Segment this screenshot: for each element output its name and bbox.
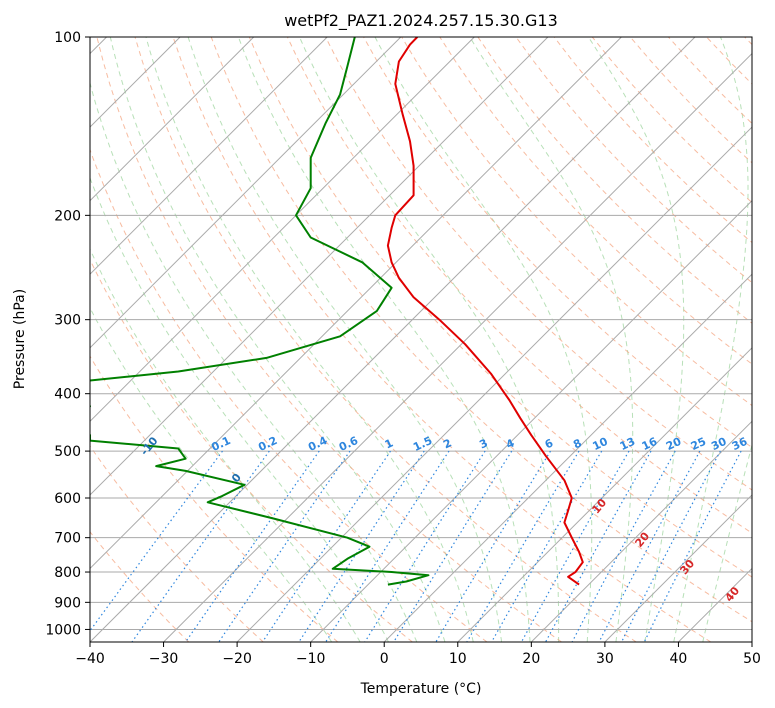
dry-adiabat-line <box>134 37 637 642</box>
x-tick-label: 20 <box>522 651 540 667</box>
dry-adiabat-line <box>90 355 339 642</box>
y-tick-label: 200 <box>54 208 81 224</box>
mixing-ratio-line <box>545 450 652 642</box>
isotherm-line <box>90 37 696 642</box>
mixing-ratio-line <box>298 450 425 642</box>
isotherm-line <box>310 199 752 642</box>
x-tick-label: 10 <box>449 651 467 667</box>
moist-adiabat-line <box>299 37 560 642</box>
mixing-ratio-line <box>571 450 676 642</box>
profile-series <box>90 37 584 586</box>
x-axis: −40 −30 −20 −10 0 10 20 30 40 50 <box>75 642 761 667</box>
x-tick-label: 40 <box>670 651 688 667</box>
isotherm-line <box>90 37 328 275</box>
mixing-ratio-label: 30 <box>709 435 729 453</box>
isotherm-line <box>90 37 475 423</box>
moist-adiabat-line <box>587 37 685 642</box>
mixing-ratio-line <box>325 450 450 642</box>
moist-adiabat-line <box>90 81 418 642</box>
dry-adiabat-label: -20 <box>56 401 79 425</box>
y-tick-label: 100 <box>54 30 81 46</box>
moist-adiabat-line <box>90 176 389 642</box>
dewpoint-profile-line <box>90 37 430 586</box>
x-tick-label: 30 <box>596 651 614 667</box>
isotherm-line <box>90 37 402 349</box>
y-axis-label: Pressure (hPa) <box>12 289 28 389</box>
isobar-grid <box>90 37 752 630</box>
mixing-ratio-line <box>598 450 701 642</box>
mixing-ratio-line <box>466 450 580 642</box>
mixing-ratio-line <box>90 450 223 632</box>
mixing-ratio-label: 10 <box>591 435 611 453</box>
skewed-isotherms <box>90 37 752 642</box>
mixing-ratio-label: 36 <box>730 435 750 453</box>
mixing-ratio-line <box>261 450 391 642</box>
dry-adiabat-line <box>90 445 264 642</box>
dry-adiabat-line <box>439 37 752 365</box>
dry-adiabat-line <box>515 37 752 284</box>
x-tick-label: 0 <box>380 651 389 667</box>
y-tick-label: 900 <box>54 595 81 611</box>
moist-adiabat-line <box>145 37 474 642</box>
mixing-ratio-label: 20 <box>664 435 684 453</box>
y-tick-label: 300 <box>54 313 81 329</box>
y-axis: 100 200 300 400 500 600 700 800 900 1000 <box>45 30 90 638</box>
isotherm-line <box>90 37 549 496</box>
moist-adiabat-line <box>374 37 593 642</box>
mixing-ratio-line <box>491 450 603 642</box>
y-tick-label: 500 <box>54 444 81 460</box>
mixing-ratio-lines <box>90 450 742 642</box>
isotherm-line <box>163 52 752 642</box>
x-tick-label: 50 <box>743 651 761 667</box>
x-tick-label: −40 <box>75 651 105 667</box>
moist-adiabat-line <box>109 37 446 642</box>
x-axis-label: Temperature (°C) <box>360 681 482 697</box>
mixing-ratio-line <box>520 450 630 642</box>
temperature-profile-line <box>386 37 584 586</box>
mixing-ratio-line <box>621 450 721 642</box>
dry-adiabat-line <box>210 37 752 623</box>
mixing-ratio-label: 25 <box>689 435 708 453</box>
isotherm-line <box>457 347 752 642</box>
plot-frame <box>89 36 753 643</box>
y-tick-label: 600 <box>54 491 81 507</box>
y-tick-label: 800 <box>54 565 81 581</box>
dry-adiabat-line <box>90 148 488 642</box>
dry-adiabat-line <box>96 37 562 642</box>
y-tick-label: 400 <box>54 387 81 403</box>
isotherm-line <box>90 37 622 570</box>
y-tick-label: 700 <box>54 531 81 547</box>
y-tick-label: 1000 <box>45 622 81 638</box>
isotherm-line <box>383 273 752 642</box>
x-tick-label: −20 <box>222 651 252 667</box>
mixing-ratio-label: 16 <box>640 435 660 453</box>
moist-adiabat-line <box>187 37 503 642</box>
isotherm-line <box>90 37 255 202</box>
chart-title: wetPf2_PAZ1.2024.257.15.30.G13 <box>284 11 558 31</box>
isotherm-line <box>751 641 752 642</box>
isotherm-line <box>236 126 752 642</box>
mixing-ratio-line <box>218 450 351 642</box>
dry-adiabat-line <box>401 37 752 407</box>
mixing-ratio-line <box>435 450 552 642</box>
isotherm-line <box>530 420 752 642</box>
x-tick-label: −10 <box>296 651 326 667</box>
isotherm-line <box>604 494 752 642</box>
mixing-ratio-label: 13 <box>618 435 637 453</box>
mixing-ratio-line <box>643 450 742 642</box>
dry-adiabat-line <box>90 531 190 642</box>
x-tick-label: −30 <box>149 651 179 667</box>
